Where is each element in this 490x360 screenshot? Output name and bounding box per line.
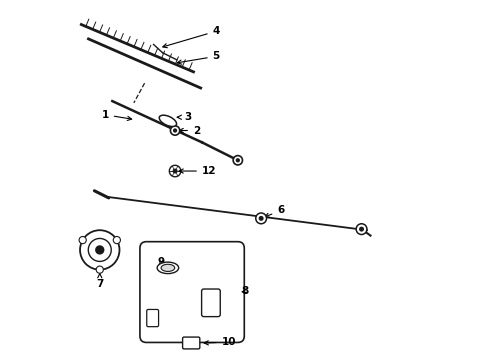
Circle shape — [96, 266, 103, 273]
FancyBboxPatch shape — [147, 310, 159, 327]
Text: 5: 5 — [177, 51, 220, 64]
Text: 8: 8 — [242, 286, 248, 296]
Circle shape — [170, 165, 181, 177]
Circle shape — [356, 224, 367, 234]
Text: 11: 11 — [207, 295, 222, 318]
Circle shape — [173, 129, 177, 133]
FancyBboxPatch shape — [140, 242, 245, 342]
Text: 6: 6 — [265, 206, 285, 217]
Circle shape — [256, 213, 267, 224]
Text: 1: 1 — [101, 110, 132, 121]
Circle shape — [113, 237, 121, 244]
Ellipse shape — [159, 115, 176, 126]
Circle shape — [80, 230, 120, 270]
Text: 12: 12 — [179, 166, 217, 176]
FancyBboxPatch shape — [183, 337, 200, 349]
Text: 7: 7 — [96, 273, 103, 289]
Text: 3: 3 — [177, 112, 191, 122]
Bar — [143, 244, 242, 339]
Circle shape — [95, 245, 104, 255]
Circle shape — [359, 226, 364, 231]
Circle shape — [233, 156, 243, 165]
Ellipse shape — [161, 264, 175, 271]
Circle shape — [88, 238, 111, 261]
Ellipse shape — [157, 262, 179, 274]
Text: 4: 4 — [163, 26, 220, 48]
Circle shape — [259, 216, 264, 221]
FancyBboxPatch shape — [201, 289, 220, 317]
Text: 10: 10 — [204, 337, 236, 347]
Text: 9: 9 — [157, 257, 164, 267]
Circle shape — [79, 237, 86, 244]
Circle shape — [171, 126, 180, 135]
Text: 2: 2 — [179, 126, 200, 135]
Circle shape — [236, 158, 240, 162]
Circle shape — [172, 168, 177, 174]
